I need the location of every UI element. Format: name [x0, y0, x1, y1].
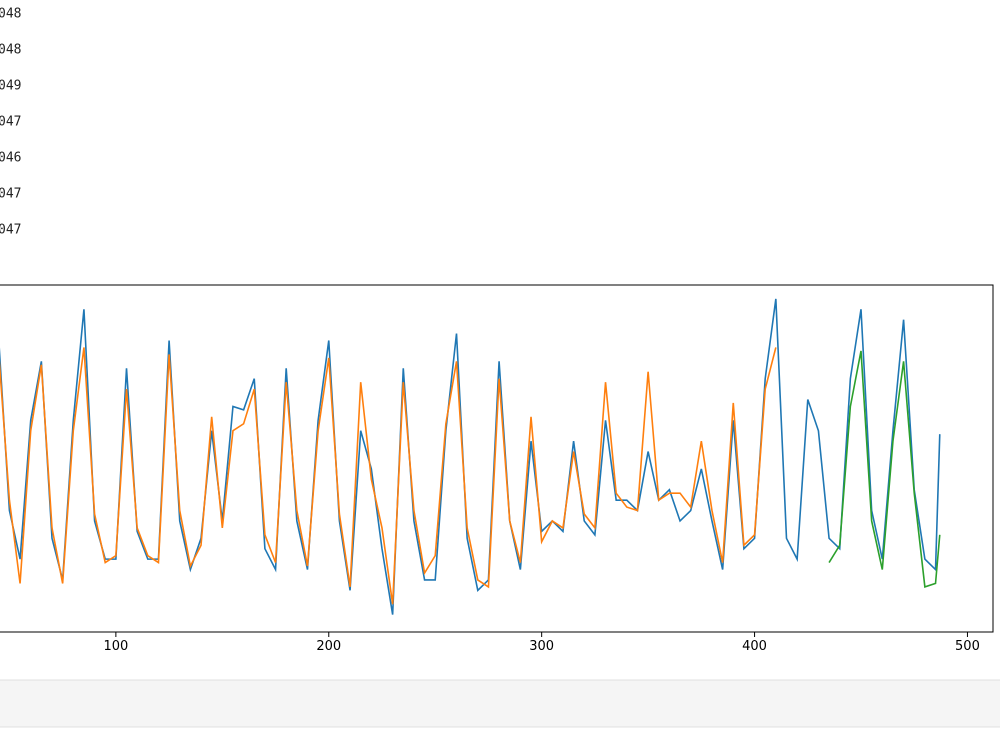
- series-line: [0, 347, 777, 605]
- next-cell[interactable]: [0, 679, 1000, 728]
- output-line: 047: [0, 223, 21, 238]
- output-line: 047: [0, 115, 21, 130]
- plot-frame: [0, 284, 994, 633]
- x-tick-label: 300: [529, 639, 554, 654]
- output-line: 048: [0, 7, 21, 22]
- output-line: 049: [0, 79, 21, 94]
- x-tick-label: 100: [103, 639, 128, 654]
- series-line: [828, 350, 941, 588]
- output-line: 046: [0, 151, 21, 166]
- x-tick-label: 200: [316, 639, 341, 654]
- output-line: 047: [0, 187, 21, 202]
- series-line: [0, 298, 941, 615]
- x-tick-label: 400: [742, 639, 767, 654]
- output-line: 048: [0, 43, 21, 58]
- x-tick-label: 500: [955, 639, 980, 654]
